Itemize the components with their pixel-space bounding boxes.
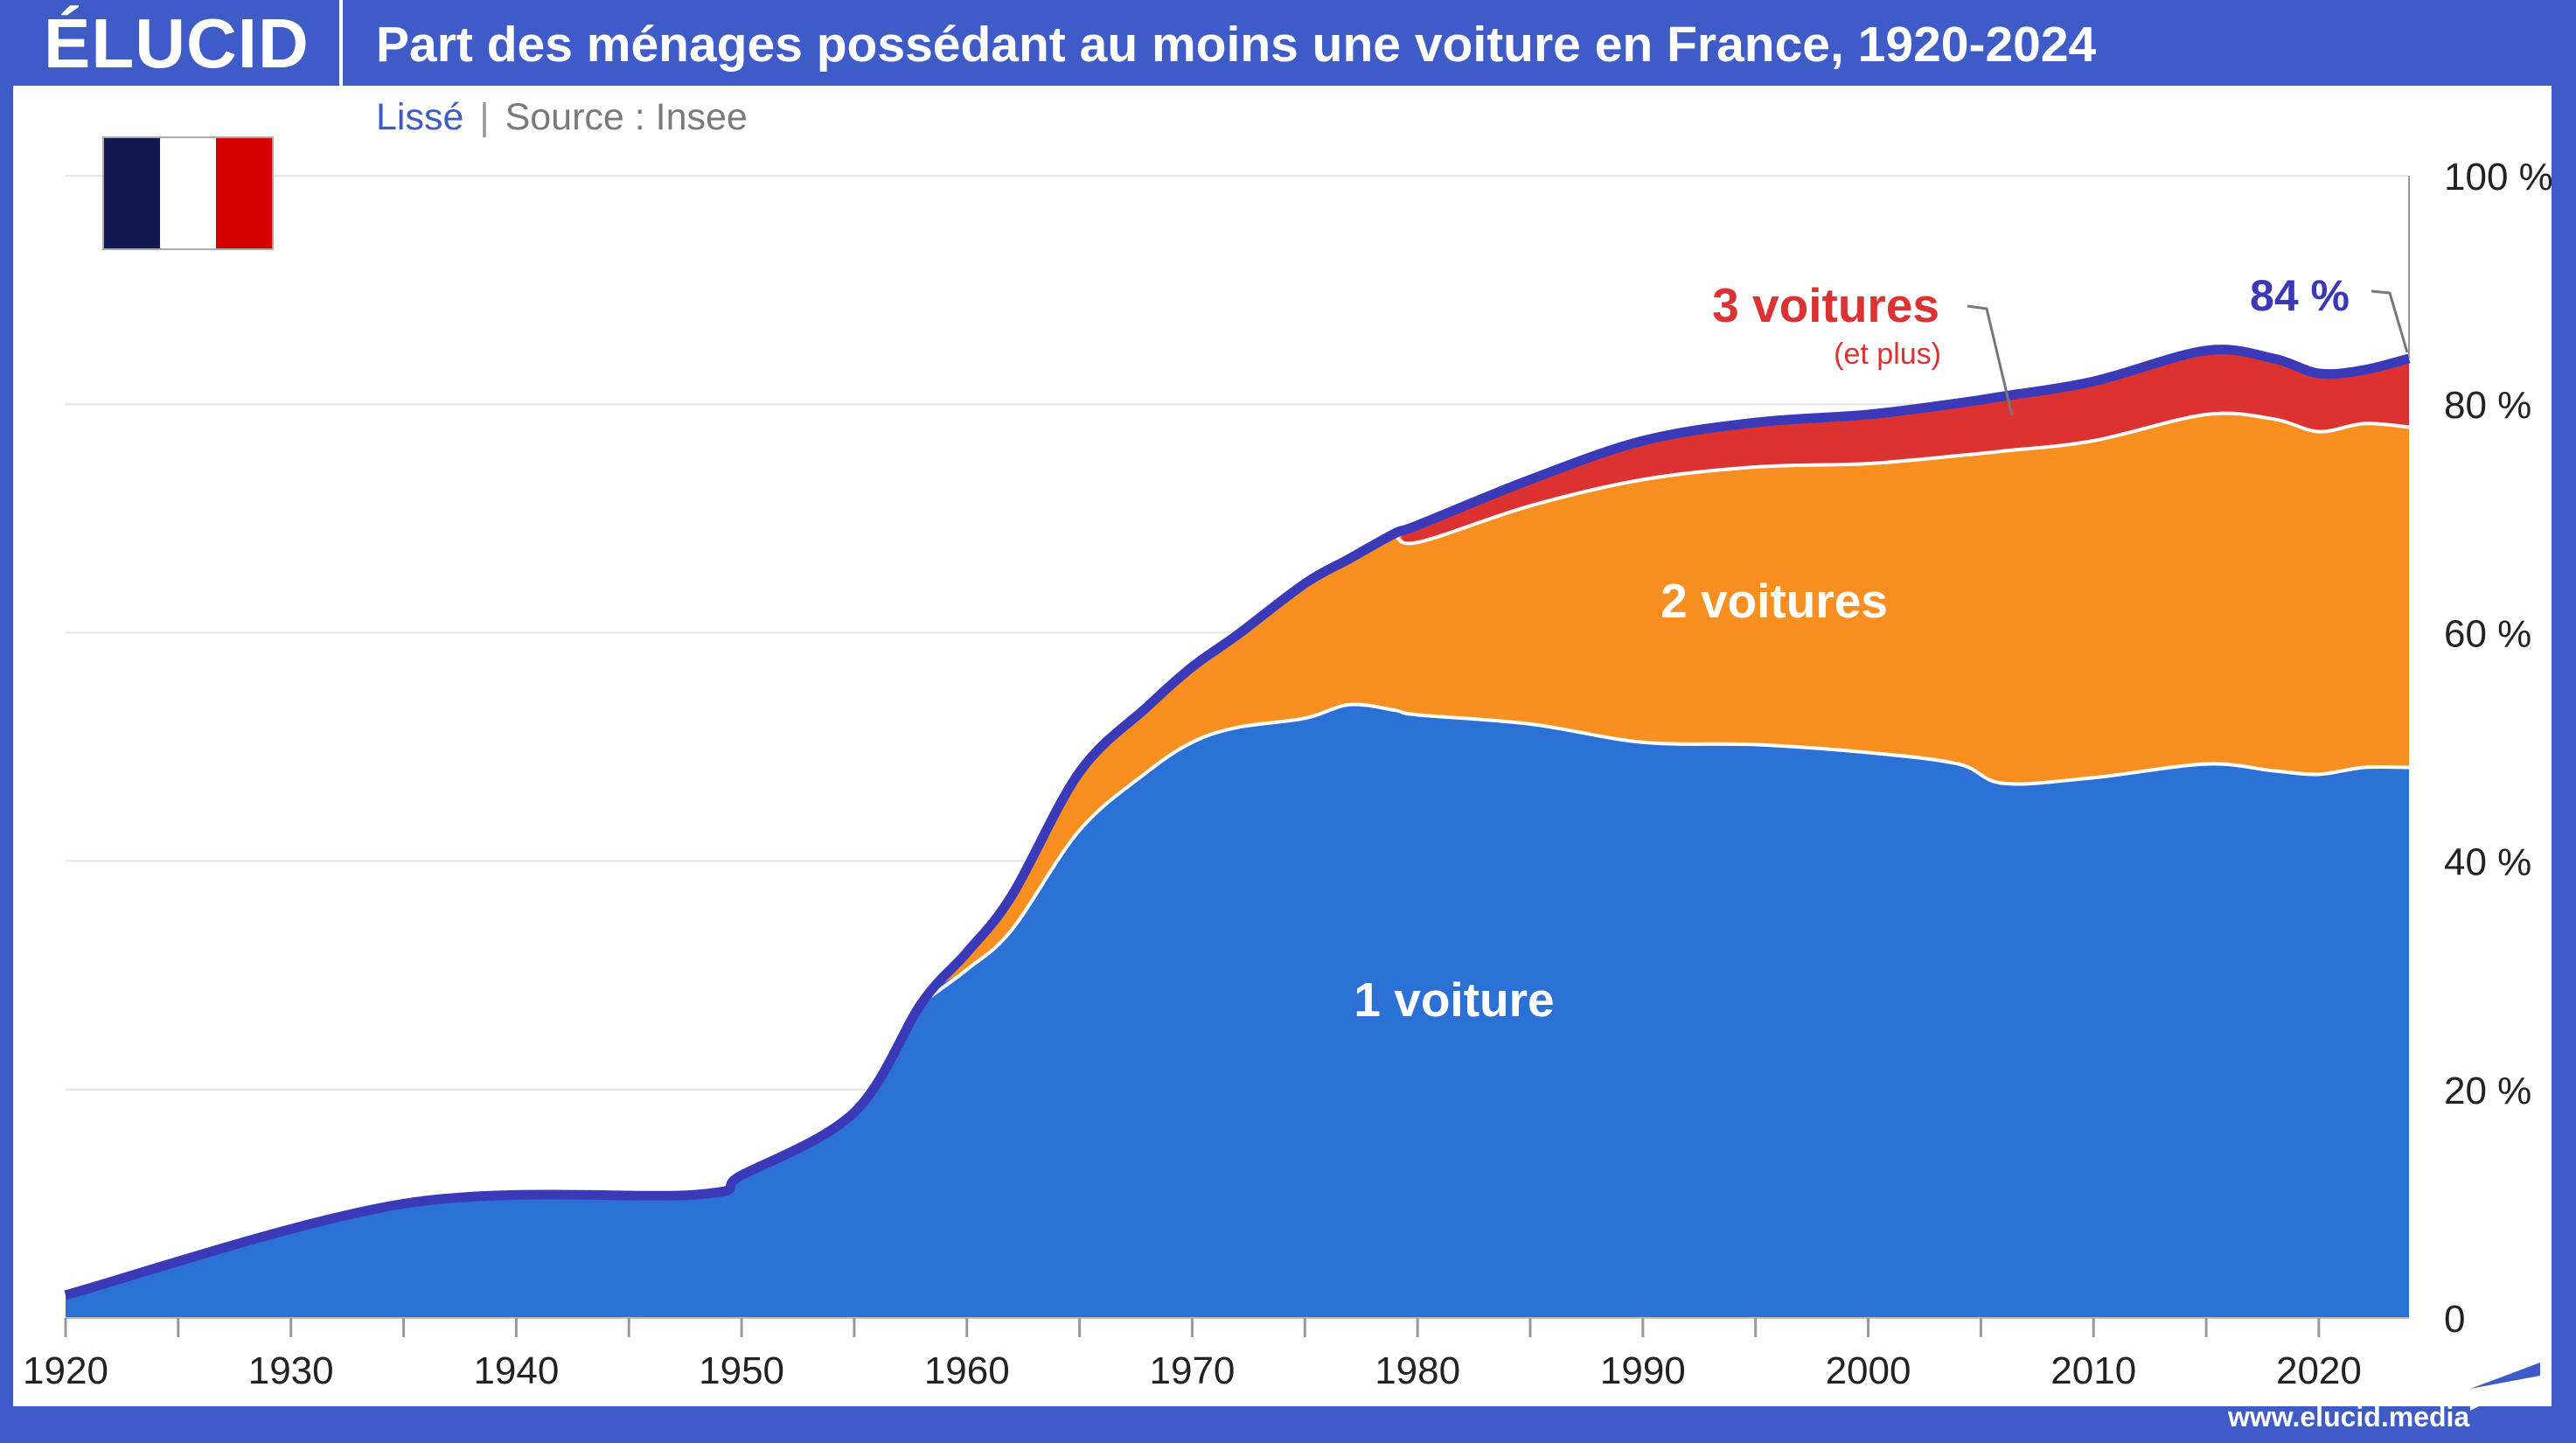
y-tick-label: 20 % (2444, 1070, 2531, 1112)
x-tick-label: 1980 (1375, 1349, 1460, 1392)
flag-stripe-blue (104, 138, 160, 248)
footer-logo-mark (2470, 1376, 2540, 1411)
smoothing-label: Lissé (376, 96, 464, 138)
x-tick-label: 1960 (924, 1349, 1010, 1392)
x-tick-label: 1950 (699, 1349, 784, 1392)
total-annotation: 84 % (2250, 271, 2350, 320)
series-label-3-voitures: 3 voitures (1712, 278, 1939, 332)
footer-logo-mark-accent (2470, 1363, 2540, 1389)
area-1-voiture (66, 704, 2409, 1318)
x-tick-label: 1970 (1150, 1349, 1236, 1392)
y-tick-label: 40 % (2444, 841, 2531, 884)
y-tick-label: 100 % (2444, 156, 2553, 199)
header-divider (339, 0, 343, 86)
chart-title: Part des ménages possédant au moins une … (376, 17, 2097, 73)
footer-url: www.elucid.media (2228, 1401, 2470, 1433)
total-line (64, 345, 2411, 1300)
x-tick-label: 1990 (1600, 1349, 1686, 1392)
leader-line-total (2371, 289, 2409, 353)
elucid-logo: ÉLUCID (44, 4, 310, 82)
series-sublabel-et-plus: (et plus) (1834, 338, 1941, 371)
france-flag-icon (102, 136, 274, 250)
y-tick-label: 80 % (2444, 384, 2531, 427)
series-label-1-voiture: 1 voiture (1354, 972, 1554, 1027)
subtitle-separator: | (479, 96, 490, 138)
x-tick-label: 2010 (2050, 1349, 2136, 1392)
x-tick-label: 2000 (1826, 1349, 1911, 1392)
x-tick-label: 1930 (248, 1349, 334, 1392)
subtitle: Lissé | Source : Insee (376, 96, 748, 139)
leader-line-3-voitures (1967, 304, 2014, 416)
flag-stripe-white (160, 138, 216, 248)
x-tick-label: 2020 (2276, 1349, 2362, 1392)
flag-stripe-red (216, 138, 272, 248)
series-label-2-voitures: 2 voitures (1660, 574, 1888, 628)
y-tick-label: 0 (2444, 1298, 2465, 1341)
x-tick-label: 1920 (23, 1349, 108, 1392)
separator-line (1394, 411, 2410, 546)
y-tick-label: 60 % (2444, 612, 2531, 655)
source-label: Source : Insee (505, 96, 748, 138)
x-tick-label: 1940 (473, 1349, 559, 1392)
separator-line (921, 702, 2410, 1005)
header: ÉLUCID Part des ménages possédant au moi… (0, 0, 2576, 86)
